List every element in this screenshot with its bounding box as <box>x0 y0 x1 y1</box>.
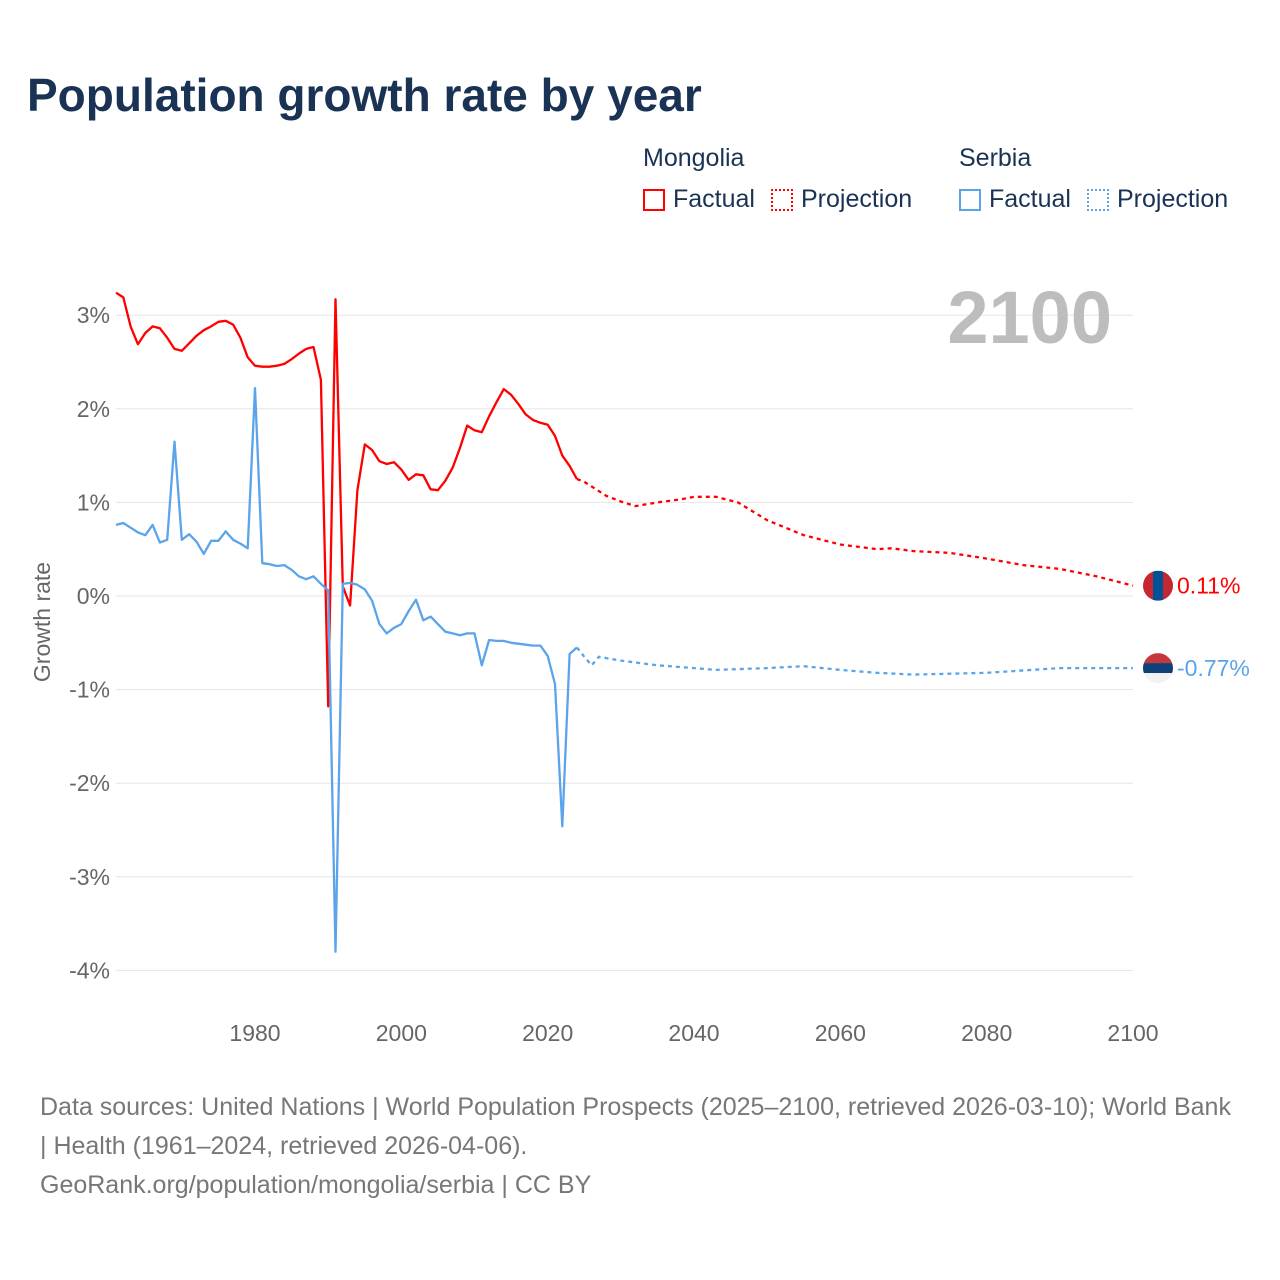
flag-stripe <box>1153 570 1163 601</box>
legend-label: Factual <box>989 185 1071 213</box>
y-axis-label: Growth rate <box>29 562 55 682</box>
flag-stripe <box>1143 653 1173 664</box>
flag-stripe <box>1143 663 1173 674</box>
serbia-end-label: -0.77% <box>1177 655 1250 681</box>
legend-item-serbia-factual[interactable]: Factual <box>959 185 1071 214</box>
y-tick-label: 0% <box>77 583 110 609</box>
mongolia-projection-line <box>576 477 1134 587</box>
serbia-flag-icon <box>1143 653 1173 684</box>
y-tick-label: -3% <box>69 864 110 890</box>
mongolia-end-label: 0.11% <box>1177 573 1241 599</box>
y-tick-label: -2% <box>69 770 110 796</box>
x-tick-label: 2040 <box>668 1020 719 1046</box>
y-tick-label: 2% <box>77 396 110 422</box>
legend-item-serbia-projection[interactable]: Projection <box>1086 185 1229 214</box>
chart-title: Population growth rate by year <box>27 69 702 121</box>
y-tick-label: 3% <box>77 302 110 328</box>
y-tick-label: 1% <box>77 489 110 515</box>
y-tick-label: -4% <box>69 957 110 983</box>
legend-country: Mongolia <box>643 144 745 172</box>
legend-label: Factual <box>673 185 755 213</box>
legend-label: Projection <box>1116 185 1229 213</box>
flag-body <box>1143 570 1173 601</box>
legend-label: Projection <box>800 185 913 213</box>
line-chart: 3% 2% 1% 0% -1% -2% -3% -4% 1980 2000 2020 2040 2060… <box>29 276 1250 1046</box>
legend-item-mongolia-factual[interactable]: Factual <box>643 185 755 214</box>
x-tick-label: 2000 <box>376 1020 427 1046</box>
serbia-projection-line <box>576 646 1133 676</box>
mongolia-factual-line <box>115 291 578 708</box>
serbia-factual-line <box>115 387 578 953</box>
legend-mongolia: Mongolia Factual Projection <box>643 144 928 214</box>
y-tick-label: -1% <box>69 677 110 703</box>
flag-stripe <box>1143 673 1173 684</box>
flag-body <box>1143 653 1173 684</box>
data-sources: Data sources: United Nations | World Pop… <box>40 1093 1231 1160</box>
x-tick-label: 2100 <box>1107 1020 1158 1046</box>
x-tick-label: 2020 <box>522 1020 573 1046</box>
x-tick-label: 2060 <box>815 1020 866 1046</box>
legend-serbia: Serbia Factual Projection <box>959 144 1244 214</box>
legend-country: Serbia <box>959 144 1032 172</box>
legend-item-mongolia-projection[interactable]: Projection <box>770 185 913 214</box>
mongolia-flag-icon <box>1143 570 1173 601</box>
footer: Data sources: United Nations | World Pop… <box>40 1088 1240 1205</box>
x-tick-label: 1980 <box>229 1020 280 1046</box>
credit-link[interactable]: GeoRank.org/population/mongolia/serbia |… <box>40 1171 592 1199</box>
x-tick-label: 2080 <box>961 1020 1012 1046</box>
year-label: 2100 <box>947 276 1112 359</box>
